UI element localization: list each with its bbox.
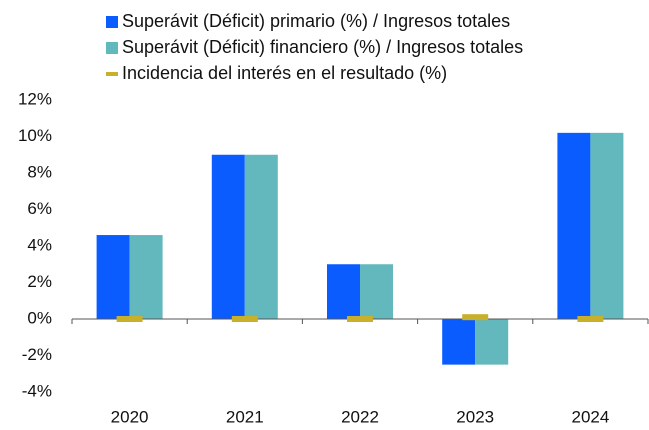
x-tick-label: 2020 xyxy=(111,407,149,426)
bar xyxy=(244,154,278,319)
legend-label: Superávit (Déficit) primario (%) / Ingre… xyxy=(122,11,510,31)
dash-marker xyxy=(116,316,143,322)
bar xyxy=(360,264,393,319)
y-tick-label: 0% xyxy=(27,308,52,327)
y-tick-label: 8% xyxy=(27,162,52,181)
legend-label: Superávit (Déficit) financiero (%) / Ing… xyxy=(122,37,523,57)
dash-marker xyxy=(347,316,373,322)
y-tick-label: 6% xyxy=(27,199,52,218)
dash-marker xyxy=(462,314,489,321)
x-tick-label: 2023 xyxy=(456,407,494,426)
legend-swatch xyxy=(106,16,118,28)
bar xyxy=(327,264,360,319)
bar xyxy=(475,319,509,365)
y-tick-label: 4% xyxy=(27,235,52,254)
y-tick-label: 2% xyxy=(27,272,52,291)
x-tick-label: 2022 xyxy=(341,407,379,426)
y-tick-label: -4% xyxy=(22,381,52,400)
bar xyxy=(211,154,245,319)
legend-swatch xyxy=(106,72,118,76)
bar xyxy=(442,319,476,365)
y-tick-label: -2% xyxy=(22,345,52,364)
bar xyxy=(557,132,591,319)
x-tick-label: 2024 xyxy=(571,407,609,426)
x-tick-label: 2021 xyxy=(226,407,264,426)
bar xyxy=(590,132,624,319)
legend-swatch xyxy=(106,42,118,54)
legend-label: Incidencia del interés en el resultado (… xyxy=(122,63,447,83)
y-tick-label: 12% xyxy=(18,89,52,108)
dash-marker xyxy=(231,316,258,322)
dash-marker xyxy=(577,316,604,322)
y-tick-label: 10% xyxy=(18,126,52,145)
bar xyxy=(129,235,163,319)
bar xyxy=(96,235,130,319)
